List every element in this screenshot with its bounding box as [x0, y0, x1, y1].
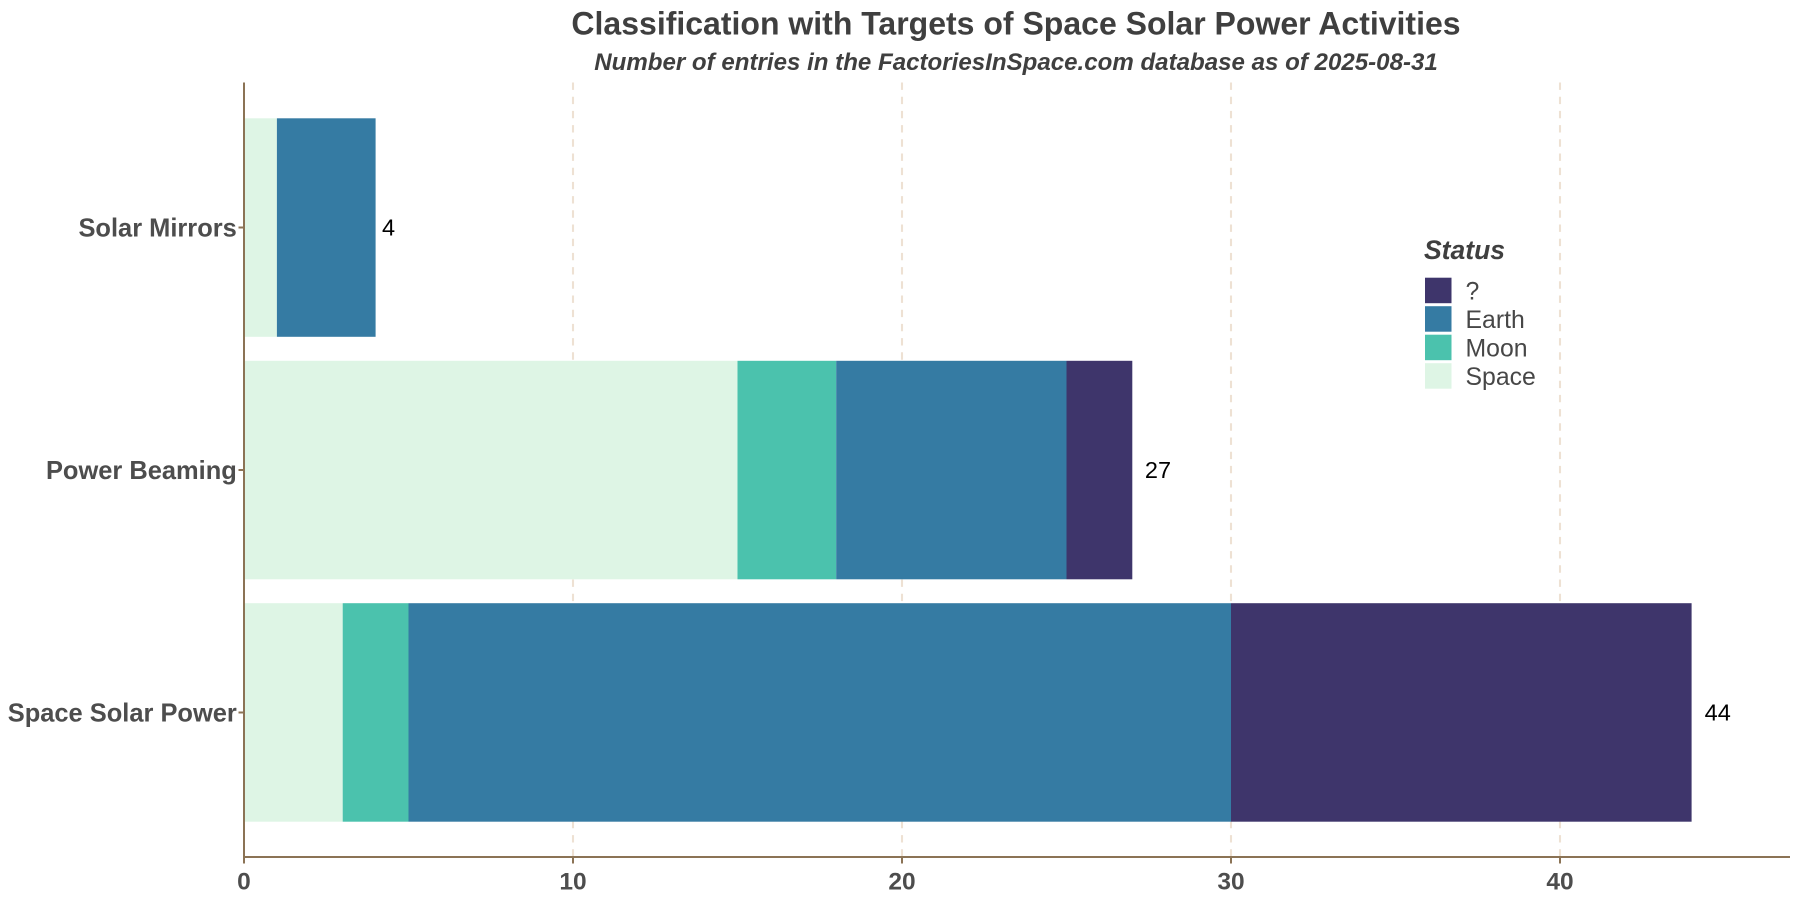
svg-text:0: 0 [237, 869, 251, 896]
svg-text:Earth: Earth [1466, 307, 1525, 334]
svg-text:Number of entries in the Facto: Number of entries in the FactoriesInSpac… [594, 49, 1438, 76]
svg-text:40: 40 [1546, 869, 1573, 896]
svg-text:Space Solar Power: Space Solar Power [8, 700, 237, 728]
svg-text:Power Beaming: Power Beaming [46, 457, 237, 485]
svg-text:Solar Mirrors: Solar Mirrors [78, 215, 236, 243]
svg-text:Moon: Moon [1466, 335, 1528, 362]
svg-text:30: 30 [1217, 869, 1244, 896]
svg-text:Status: Status [1424, 235, 1505, 265]
svg-text:Classification with Targets of: Classification with Targets of Space Sol… [571, 5, 1460, 41]
svg-text:10: 10 [559, 869, 586, 896]
svg-text:27: 27 [1145, 457, 1171, 483]
svg-text:?: ? [1466, 278, 1480, 305]
svg-text:20: 20 [888, 869, 915, 896]
svg-text:Space: Space [1466, 364, 1536, 391]
svg-text:44: 44 [1705, 700, 1731, 726]
svg-text:4: 4 [382, 215, 395, 241]
